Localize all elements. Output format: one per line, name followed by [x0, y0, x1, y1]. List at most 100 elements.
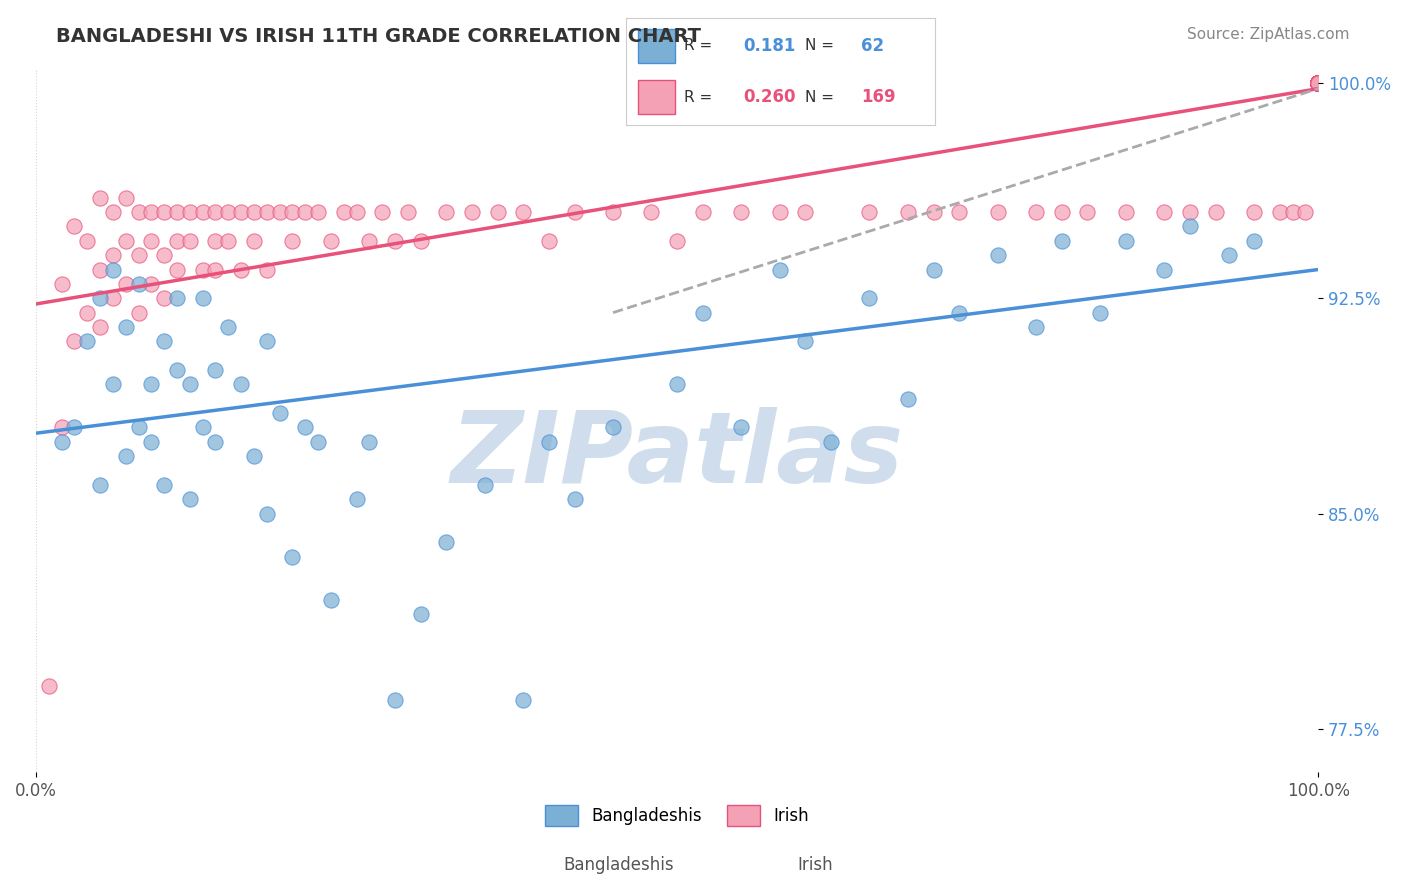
- Point: [1308, 76, 1330, 90]
- Point: [89, 262, 111, 277]
- Point: [346, 492, 368, 507]
- Text: ZIPatlas: ZIPatlas: [450, 407, 904, 504]
- Point: [1308, 76, 1330, 90]
- Point: [141, 205, 163, 219]
- Point: [1308, 76, 1330, 90]
- Text: R =: R =: [685, 89, 713, 104]
- Point: [858, 291, 880, 305]
- Point: [166, 291, 188, 305]
- Point: [1308, 76, 1330, 90]
- Point: [141, 234, 163, 248]
- Point: [141, 377, 163, 392]
- Point: [1308, 76, 1330, 90]
- Point: [1205, 205, 1227, 219]
- Point: [1308, 76, 1330, 90]
- Point: [359, 234, 381, 248]
- Point: [1308, 76, 1330, 90]
- Point: [141, 277, 163, 291]
- Point: [794, 205, 817, 219]
- Point: [1308, 76, 1330, 90]
- Point: [1308, 76, 1330, 90]
- Point: [1308, 76, 1330, 90]
- Point: [1308, 76, 1330, 90]
- Point: [1308, 76, 1330, 90]
- Point: [101, 248, 124, 262]
- Point: [434, 205, 457, 219]
- Point: [1178, 205, 1201, 219]
- Point: [666, 377, 689, 392]
- Point: [1308, 76, 1330, 90]
- Point: [1153, 205, 1175, 219]
- Point: [166, 262, 188, 277]
- Point: [1308, 76, 1330, 90]
- Text: 169: 169: [860, 88, 896, 106]
- Point: [204, 363, 226, 377]
- Point: [204, 262, 226, 277]
- Point: [564, 492, 586, 507]
- Point: [1308, 76, 1330, 90]
- Point: [1025, 320, 1047, 334]
- Point: [153, 205, 176, 219]
- Point: [384, 234, 406, 248]
- Text: Irish: Irish: [797, 856, 834, 874]
- Point: [1076, 205, 1098, 219]
- Point: [1308, 76, 1330, 90]
- Point: [229, 262, 252, 277]
- Point: [294, 420, 316, 434]
- Point: [153, 334, 176, 349]
- Point: [1308, 76, 1330, 90]
- Point: [1308, 76, 1330, 90]
- Text: R =: R =: [685, 38, 713, 54]
- Point: [191, 420, 214, 434]
- Point: [1025, 205, 1047, 219]
- Text: 0.260: 0.260: [744, 88, 796, 106]
- Point: [461, 205, 484, 219]
- Point: [1153, 262, 1175, 277]
- Point: [128, 420, 150, 434]
- Point: [1294, 205, 1316, 219]
- Point: [1308, 76, 1330, 90]
- Point: [1308, 76, 1330, 90]
- Point: [76, 334, 98, 349]
- Point: [332, 205, 354, 219]
- Text: BANGLADESHI VS IRISH 11TH GRADE CORRELATION CHART: BANGLADESHI VS IRISH 11TH GRADE CORRELAT…: [56, 27, 702, 45]
- Point: [820, 434, 842, 449]
- Point: [1308, 76, 1330, 90]
- Point: [294, 205, 316, 219]
- Point: [76, 234, 98, 248]
- Text: Bangladeshis: Bangladeshis: [564, 856, 673, 874]
- Point: [1308, 76, 1330, 90]
- Point: [1308, 76, 1330, 90]
- Point: [1308, 76, 1330, 90]
- Point: [179, 205, 201, 219]
- Point: [217, 205, 239, 219]
- Point: [1308, 76, 1330, 90]
- Point: [692, 205, 714, 219]
- Point: [922, 262, 945, 277]
- Point: [1243, 234, 1265, 248]
- Text: N =: N =: [806, 38, 834, 54]
- Point: [1308, 76, 1330, 90]
- Point: [794, 334, 817, 349]
- Point: [1308, 76, 1330, 90]
- Point: [384, 693, 406, 707]
- Point: [256, 262, 278, 277]
- Point: [1308, 76, 1330, 90]
- Point: [396, 205, 419, 219]
- Point: [89, 191, 111, 205]
- Point: [153, 478, 176, 492]
- Point: [256, 205, 278, 219]
- Point: [217, 234, 239, 248]
- Point: [948, 205, 970, 219]
- Point: [1308, 76, 1330, 90]
- Point: [1115, 234, 1137, 248]
- Bar: [638, 80, 675, 114]
- Point: [1308, 76, 1330, 90]
- Point: [948, 305, 970, 319]
- Point: [1308, 76, 1330, 90]
- Point: [346, 205, 368, 219]
- Point: [114, 234, 136, 248]
- Point: [897, 205, 920, 219]
- Point: [256, 334, 278, 349]
- Point: [128, 277, 150, 291]
